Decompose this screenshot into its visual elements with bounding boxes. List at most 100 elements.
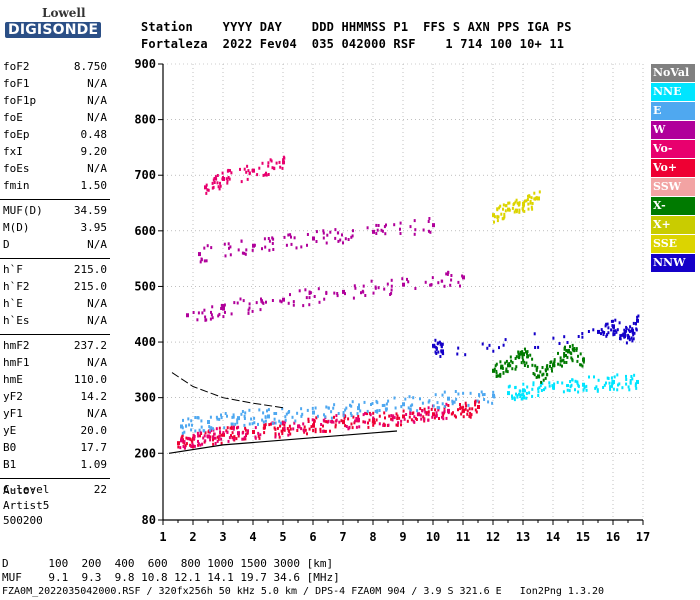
data-point [292,300,295,304]
data-point [345,406,348,410]
data-point [257,431,260,435]
data-point [389,293,392,296]
data-point [347,427,350,431]
data-point [337,412,340,415]
data-point [437,350,440,354]
data-point [381,229,384,233]
data-point [308,292,311,295]
data-point [342,241,344,245]
data-point [552,336,555,340]
data-point [552,385,555,390]
scaled-parameters-panel: foF2 8.750 foF1 N/A foF1p N/A foE N/A foEp 0.48 fx… [0,60,110,500]
data-point [183,440,186,444]
data-point [215,177,218,181]
data-point [630,375,633,378]
data-point [206,244,209,248]
data-point [525,350,527,354]
data-point [424,280,427,284]
data-point [585,388,588,392]
data-point [251,422,254,426]
data-point [480,390,483,394]
data-point [500,366,502,370]
data-point [222,177,225,181]
data-point [368,418,371,422]
data-point [474,408,477,412]
param-name: yF2 [3,390,23,403]
data-point [449,283,452,287]
x-tick-label: 5 [279,530,286,544]
data-point [209,438,212,442]
data-point [237,416,240,421]
data-point [537,345,540,349]
data-point [298,289,301,293]
data-point [271,242,274,245]
data-point [492,213,495,218]
data-point [397,421,400,425]
data-point [396,423,399,427]
data-point [561,364,563,368]
data-point [440,342,443,346]
data-point [250,417,253,421]
data-point [563,346,566,350]
param-value: 8.750 [73,60,107,73]
data-point [274,435,277,439]
param-row: h`F2 215.0 [0,280,110,297]
data-point [533,373,536,377]
data-point [518,208,521,212]
data-point [443,390,446,394]
data-point [592,328,595,332]
data-point [243,251,246,255]
data-point [462,275,465,280]
data-point [538,190,541,194]
data-point [248,171,251,175]
data-point [597,378,600,382]
data-point [628,388,631,392]
data-point [377,224,380,227]
data-point [411,412,414,415]
param-value: 110.0 [73,373,107,386]
data-point [267,173,270,176]
data-point [574,379,577,383]
data-point [236,426,238,430]
data-point [529,353,532,357]
data-point [537,196,540,201]
param-value: 1.09 [80,458,108,471]
data-point [553,382,556,386]
data-point [374,409,377,413]
data-point [385,223,387,227]
data-point [625,374,627,378]
data-point [264,245,267,249]
data-point [521,393,523,397]
data-point [390,278,393,282]
data-point [355,417,358,420]
data-point [362,413,365,417]
param-row: fxI 9.20 [0,145,110,162]
data-point [292,427,295,431]
data-point [526,352,528,356]
data-point [230,434,232,438]
data-point [196,318,199,322]
data-point [462,405,465,409]
param-separator [0,258,110,259]
data-point [631,331,634,335]
param-value: N/A [87,238,107,251]
data-point [314,430,317,434]
data-point [336,292,339,295]
data-point [427,410,430,414]
data-point [217,185,220,189]
x-tick-label: 15 [576,530,590,544]
param-row: B1 1.09 [0,458,110,475]
data-point [201,311,204,315]
data-point [280,429,283,433]
data-point [446,272,449,276]
data-point [450,274,453,277]
data-point [531,202,534,205]
data-point [232,413,235,417]
param-name: hmF1 [3,356,30,369]
data-point [218,187,221,191]
data-point [216,439,219,443]
data-point [197,443,200,447]
data-point [456,352,459,356]
data-point [230,425,233,429]
data-point [441,342,444,346]
